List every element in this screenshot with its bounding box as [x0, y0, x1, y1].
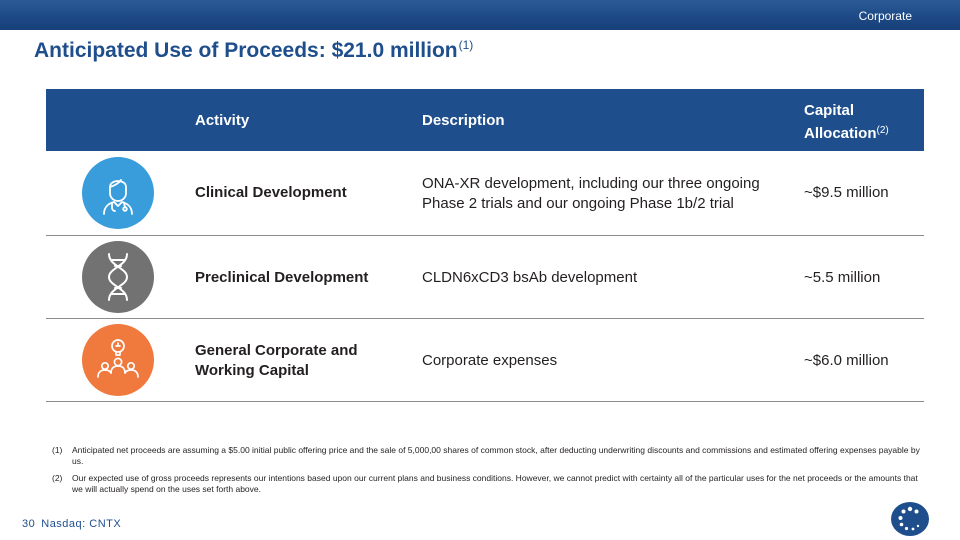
row-activity: Clinical Development	[195, 183, 347, 203]
table-row: General Corporate and Working Capital Co…	[46, 319, 924, 402]
logo-dots-icon	[898, 506, 920, 531]
dna-icon	[82, 241, 154, 313]
page-title-text: Anticipated Use of Proceeds: $21.0 milli…	[34, 39, 458, 62]
title-footnote-ref: (1)	[458, 38, 474, 52]
column-header-description: Description	[422, 112, 505, 129]
footnote: (2) Our expected use of gross proceeds r…	[52, 473, 928, 495]
row-description-line1: ONA-XR development, including our three …	[422, 175, 760, 192]
top-banner: Corporate	[0, 0, 960, 30]
row-description-line1: CLDN6xCD3 bsAb development	[422, 269, 638, 286]
table-row: Preclinical Development CLDN6xCD3 bsAb d…	[46, 236, 924, 319]
table-header: Activity Description Capital Allocation(…	[46, 89, 924, 151]
row-description: ONA-XR development, including our three …	[422, 174, 760, 214]
column-header-allocation-line1: Capital	[804, 102, 855, 119]
company-logo	[891, 502, 929, 536]
page-title: Anticipated Use of Proceeds: $21.0 milli…	[34, 38, 473, 63]
clinician-icon	[82, 157, 154, 229]
row-description-line2: Phase 2 trials and our ongoing Phase 1b/…	[422, 195, 734, 212]
row-allocation: ~$9.5 million	[804, 184, 889, 201]
ticker-label: Nasdaq: CNTX	[41, 518, 122, 530]
column-header-allocation: Capital Allocation(2)	[804, 101, 889, 144]
footer: 30 Nasdaq: CNTX	[22, 518, 121, 530]
row-activity-line1: General Corporate and	[195, 342, 358, 359]
row-activity: General Corporate and Working Capital	[195, 341, 358, 381]
row-description: CLDN6xCD3 bsAb development	[422, 268, 637, 288]
allocation-footnote-ref: (2)	[876, 125, 889, 136]
row-activity-line1: Preclinical Development	[195, 269, 369, 286]
row-activity-line1: Clinical Development	[195, 184, 347, 201]
footnotes: (1) Anticipated net proceeds are assumin…	[52, 445, 928, 501]
footnote: (1) Anticipated net proceeds are assumin…	[52, 445, 928, 467]
row-activity: Preclinical Development	[195, 268, 368, 288]
footnote-number: (1)	[52, 445, 63, 455]
row-activity-line2: Working Capital	[195, 362, 309, 379]
page-number: 30	[22, 518, 36, 530]
row-allocation: ~5.5 million	[804, 269, 881, 286]
footnote-text: Anticipated net proceeds are assuming a …	[72, 445, 920, 466]
team-idea-icon	[82, 324, 154, 396]
row-description: Corporate expenses	[422, 351, 557, 371]
footnote-number: (2)	[52, 473, 63, 483]
column-header-activity: Activity	[195, 112, 250, 129]
column-header-allocation-line2: Allocation	[804, 125, 877, 142]
section-label: Corporate	[858, 9, 912, 23]
footnote-text: Our expected use of gross proceeds repre…	[72, 473, 918, 494]
table-row: Clinical Development ONA-XR development,…	[46, 151, 924, 236]
row-allocation: ~$6.0 million	[804, 352, 889, 369]
row-description-line1: Corporate expenses	[422, 352, 558, 369]
